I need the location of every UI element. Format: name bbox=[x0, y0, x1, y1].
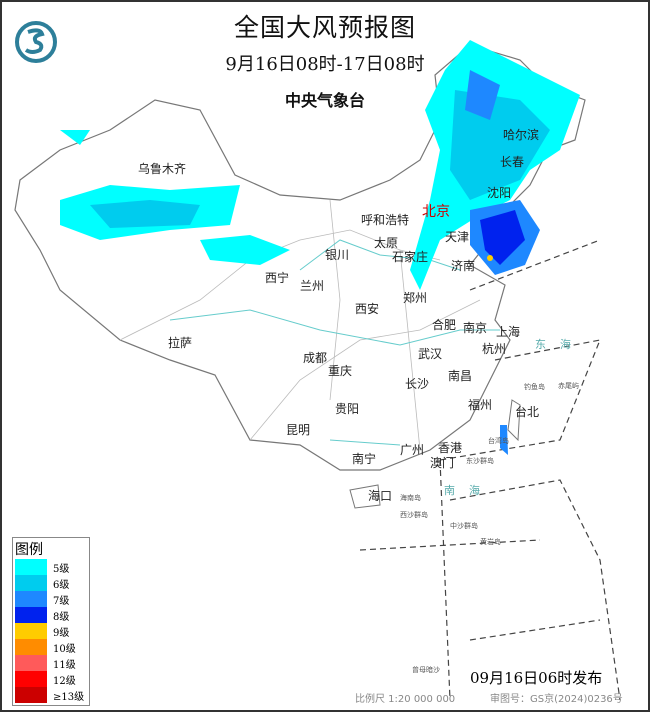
forecast-period: 9月16日08时-17日08时 bbox=[225, 54, 425, 75]
capital-label: 北京 bbox=[422, 204, 450, 220]
legend-swatch bbox=[15, 671, 47, 687]
cma-logo bbox=[15, 21, 57, 63]
legend-label: 10级 bbox=[53, 643, 76, 655]
rivers bbox=[169, 239, 500, 446]
wind-area-level5 bbox=[60, 130, 90, 145]
city-label: 福州 bbox=[468, 398, 493, 412]
legend-swatch bbox=[15, 575, 47, 591]
city-label: 南昌 bbox=[448, 369, 473, 383]
legend-label: 7级 bbox=[53, 595, 70, 607]
city-label: 西宁 bbox=[265, 271, 290, 285]
legend-item: 6级 bbox=[13, 575, 89, 591]
city-label: 成都 bbox=[303, 351, 328, 365]
city-label: 长春 bbox=[500, 155, 525, 169]
legend-swatch bbox=[15, 687, 47, 703]
wind-areas bbox=[60, 40, 580, 455]
city-label: 沈阳 bbox=[487, 186, 512, 200]
wind-area-level7 bbox=[500, 425, 508, 455]
city-label: 香港 bbox=[438, 441, 463, 455]
city-label: 海口 bbox=[368, 489, 393, 503]
city-label: 合肥 bbox=[432, 318, 457, 332]
city-label: 呼和浩特 bbox=[361, 213, 410, 227]
city-label: 澳门 bbox=[430, 456, 455, 470]
legend-label: 5级 bbox=[53, 563, 70, 575]
island-label: 东沙群岛 bbox=[466, 457, 494, 465]
legend-item: 9级 bbox=[13, 623, 89, 639]
wind-area-level8 bbox=[480, 210, 525, 265]
city-label: 武汉 bbox=[418, 347, 443, 361]
island-label: 海南岛 bbox=[400, 494, 421, 502]
province-borders bbox=[119, 199, 481, 451]
wind-area-level7 bbox=[465, 70, 500, 120]
legend: 图例 5级 6级 7级 8级 9级 10级 11级 12级 ≥13级 bbox=[12, 537, 90, 706]
legend-swatch bbox=[15, 639, 47, 655]
legend-item: 7级 bbox=[13, 591, 89, 607]
wind-area-level6 bbox=[450, 90, 550, 200]
issue-time: 09月16日06时发布 bbox=[470, 669, 603, 687]
island-label: 曾母暗沙 bbox=[412, 666, 440, 674]
sea-label: 南海 bbox=[444, 484, 494, 497]
city-label: 郑州 bbox=[403, 291, 428, 305]
city-label: 贵阳 bbox=[335, 402, 360, 416]
wind-area-level6 bbox=[90, 200, 200, 228]
maritime-boundaries bbox=[359, 239, 621, 701]
city-label: 广州 bbox=[400, 443, 425, 457]
city-label: 石家庄 bbox=[392, 250, 429, 264]
map-review-number: 审图号：GS京(2024)0236号 bbox=[490, 694, 623, 705]
legend-label: 6级 bbox=[53, 579, 70, 591]
city-label: 银川 bbox=[325, 248, 350, 262]
city-label: 南宁 bbox=[352, 452, 377, 466]
city-label: 西安 bbox=[355, 302, 380, 316]
hainan bbox=[349, 484, 381, 509]
city-label: 济南 bbox=[451, 259, 476, 273]
legend-label: 9级 bbox=[53, 627, 70, 639]
legend-swatch bbox=[15, 607, 47, 623]
city-label: 南京 bbox=[463, 321, 488, 335]
city-label: 太原 bbox=[374, 236, 399, 250]
legend-swatch bbox=[15, 623, 47, 639]
legend-item: 12级 bbox=[13, 671, 89, 687]
island-label: 台湾岛 bbox=[488, 437, 509, 445]
sea-label: 东海 bbox=[535, 338, 585, 351]
city-label: 杭州 bbox=[482, 342, 507, 356]
city-label: 上海 bbox=[496, 325, 521, 339]
issuer: 中央气象台 bbox=[284, 91, 365, 110]
legend-item: 8级 bbox=[13, 607, 89, 623]
city-label: 台北 bbox=[515, 405, 540, 419]
legend-swatch bbox=[15, 559, 47, 575]
map-scale: 比例尺 1:20 000 000 bbox=[355, 694, 456, 705]
city-label: 哈尔滨 bbox=[503, 128, 540, 142]
city-label: 昆明 bbox=[286, 423, 311, 437]
island-label: 中沙群岛 bbox=[450, 522, 478, 530]
island-label: 赤尾屿 bbox=[558, 382, 579, 390]
legend-title: 图例 bbox=[15, 542, 43, 558]
city-label: 乌鲁木齐 bbox=[138, 162, 187, 176]
map-title: 全国大风预报图 bbox=[233, 13, 416, 42]
city-label: 拉萨 bbox=[168, 336, 193, 350]
legend-label: 11级 bbox=[53, 659, 76, 671]
legend-label: ≥13级 bbox=[53, 691, 85, 703]
legend-swatch bbox=[15, 591, 47, 607]
taiwan bbox=[507, 399, 521, 442]
wind-area-level9 bbox=[487, 255, 493, 261]
legend-swatch bbox=[15, 655, 47, 671]
island-label: 西沙群岛 bbox=[400, 511, 428, 519]
island-label: 钓鱼岛 bbox=[524, 383, 545, 391]
legend-label: 8级 bbox=[53, 611, 70, 623]
legend-item: 5级 bbox=[13, 559, 89, 575]
wind-area-level5 bbox=[200, 235, 290, 265]
city-label: 天津 bbox=[445, 230, 470, 244]
city-label: 重庆 bbox=[328, 364, 353, 378]
legend-label: 12级 bbox=[53, 675, 76, 687]
city-label: 长沙 bbox=[405, 377, 430, 391]
city-label: 兰州 bbox=[300, 279, 325, 293]
legend-item: ≥13级 bbox=[13, 687, 89, 703]
legend-item: 10级 bbox=[13, 639, 89, 655]
island-label: 黄岩岛 bbox=[480, 538, 501, 546]
legend-item: 11级 bbox=[13, 655, 89, 671]
